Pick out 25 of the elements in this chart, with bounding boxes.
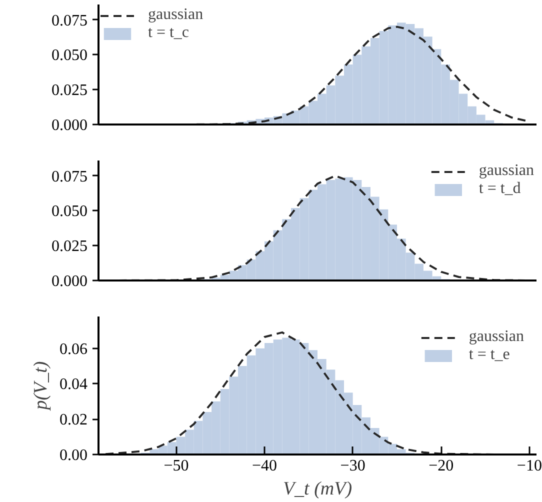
legend-label: gaussian: [148, 6, 204, 24]
x-axis-title: V_t (mV): [282, 478, 352, 500]
y-tick-label: 0.075: [52, 168, 88, 186]
x-tick-label: −20: [428, 458, 454, 474]
y-tick-label: 0.050: [52, 47, 88, 64]
y-tick-label: 0.025: [52, 238, 88, 256]
y-tick-label: 0.000: [52, 273, 88, 290]
y-tick-label: 0.050: [52, 203, 88, 220]
y-tick-label: 0.04: [60, 376, 88, 394]
y-tick-label: 0.02: [60, 412, 88, 429]
x-tick-label: −40: [252, 458, 278, 474]
x-tick-label: −10: [516, 458, 542, 474]
y-tick-label: 0.075: [52, 12, 88, 30]
legend-label: t = t_c: [148, 24, 190, 42]
x-tick-label: −30: [340, 458, 366, 474]
y-tick-label: 0.000: [52, 117, 88, 134]
legend-label: gaussian: [478, 162, 534, 180]
x-tick-label: −50: [164, 458, 189, 474]
legend-label: gaussian: [468, 328, 524, 346]
y-tick-label: 0.00: [60, 447, 88, 464]
legend-label: t = t_e: [468, 346, 510, 364]
y-axis-title: p(V_t): [30, 361, 52, 412]
legend-label: t = t_d: [478, 180, 521, 198]
y-tick-label: 0.025: [52, 82, 88, 100]
y-tick-label: 0.06: [60, 340, 88, 358]
